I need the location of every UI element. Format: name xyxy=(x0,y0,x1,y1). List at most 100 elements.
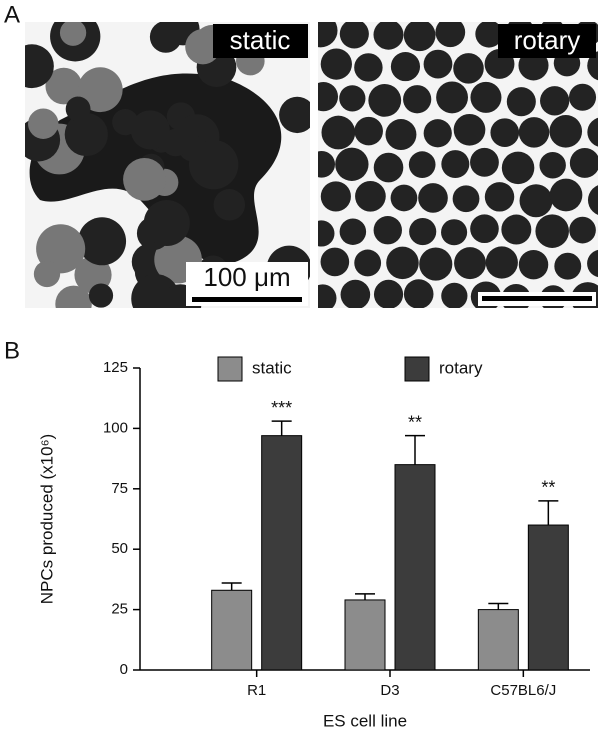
label-box xyxy=(498,24,596,58)
x-tick-label: R1 xyxy=(247,682,266,699)
legend-label: rotary xyxy=(439,358,483,377)
cell xyxy=(540,86,570,116)
cell xyxy=(419,247,453,281)
cell xyxy=(373,152,404,183)
bar xyxy=(394,464,436,671)
bar xyxy=(477,609,519,671)
cell xyxy=(436,81,468,114)
cell xyxy=(77,67,123,113)
cell xyxy=(519,184,553,218)
cell xyxy=(549,178,583,212)
significance: ** xyxy=(541,478,555,498)
cell xyxy=(335,147,369,181)
y-tick-label: 75 xyxy=(111,480,128,497)
significance: *** xyxy=(271,398,292,418)
cell xyxy=(418,183,448,213)
cell xyxy=(25,44,54,89)
cell xyxy=(318,150,336,178)
cell xyxy=(423,49,453,79)
y-tick-label: 25 xyxy=(111,601,128,618)
cell xyxy=(354,249,382,277)
cell xyxy=(453,53,484,84)
cell xyxy=(213,189,246,221)
scale-bar xyxy=(482,296,592,301)
image-label: static xyxy=(230,25,291,55)
cell xyxy=(408,151,436,178)
cell xyxy=(28,108,59,139)
panel-label: B xyxy=(4,337,20,364)
cell xyxy=(485,246,518,279)
cell xyxy=(373,279,404,308)
cell xyxy=(354,116,383,146)
cell xyxy=(435,22,466,48)
legend-swatch xyxy=(217,356,243,382)
cell xyxy=(470,81,502,113)
cell xyxy=(518,117,550,148)
cell xyxy=(423,119,452,148)
cell xyxy=(373,216,402,245)
cell xyxy=(568,83,597,111)
x-tick-label: C57BL6/J xyxy=(490,682,556,699)
cell xyxy=(33,260,61,288)
cell xyxy=(149,22,182,53)
label-box xyxy=(213,24,308,58)
cell xyxy=(403,22,436,52)
cell xyxy=(454,247,486,280)
scale-bar xyxy=(192,297,302,302)
bar xyxy=(211,589,253,671)
cell xyxy=(587,185,598,215)
cell xyxy=(539,152,566,179)
cell xyxy=(506,87,536,117)
cell xyxy=(59,22,87,46)
bar xyxy=(344,599,386,671)
cell xyxy=(441,219,468,246)
cell xyxy=(320,48,352,80)
image-label: rotary xyxy=(514,25,580,55)
significance: ** xyxy=(408,412,422,432)
y-tick-label: 50 xyxy=(111,540,128,557)
cell xyxy=(279,96,310,134)
cell xyxy=(569,216,596,244)
x-axis-label: ES cell line xyxy=(323,711,407,730)
bar xyxy=(261,435,303,671)
cell xyxy=(501,214,532,245)
y-tick-label: 0 xyxy=(120,661,128,678)
x-tick-label: D3 xyxy=(380,682,399,699)
cell xyxy=(470,147,499,177)
cell xyxy=(185,29,221,65)
cell xyxy=(318,284,337,308)
legend-swatch xyxy=(404,356,430,382)
cell xyxy=(453,113,486,146)
cell xyxy=(339,22,369,49)
cell xyxy=(123,157,166,201)
y-tick-label: 125 xyxy=(103,359,128,376)
cell xyxy=(78,217,127,266)
cell xyxy=(339,85,366,112)
cells xyxy=(318,22,598,308)
cell xyxy=(452,185,480,213)
cell xyxy=(549,115,583,148)
cell xyxy=(354,53,383,82)
cell xyxy=(409,218,437,246)
cell xyxy=(386,246,419,280)
cell xyxy=(475,22,503,48)
cell xyxy=(321,115,356,150)
y-tick-label: 100 xyxy=(103,419,128,436)
cell xyxy=(130,110,170,150)
cell xyxy=(385,119,417,150)
cell xyxy=(403,85,432,114)
cell xyxy=(339,218,367,245)
cell xyxy=(390,52,421,82)
cell xyxy=(490,118,520,147)
cell xyxy=(390,184,418,212)
cell xyxy=(318,220,335,247)
cell xyxy=(55,285,92,308)
cell xyxy=(403,279,434,308)
cell xyxy=(45,67,83,105)
cell xyxy=(143,199,190,247)
cell xyxy=(320,247,350,277)
cell xyxy=(373,22,404,50)
scale-label: 100 μm xyxy=(203,262,290,292)
y-axis-label: NPCs produced (x10⁶) xyxy=(37,434,56,604)
